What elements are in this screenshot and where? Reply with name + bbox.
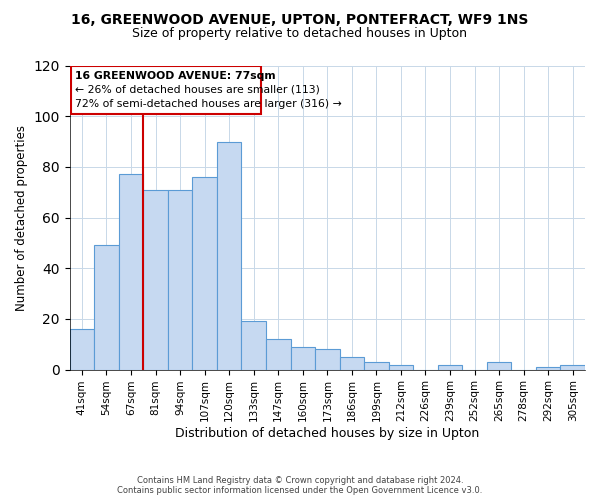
Bar [217,142,241,370]
Bar [241,322,266,370]
Bar [340,357,364,370]
Bar [364,362,389,370]
Text: 16 GREENWOOD AVENUE: 77sqm: 16 GREENWOOD AVENUE: 77sqm [74,70,275,81]
Text: 72% of semi-detached houses are larger (316) →: 72% of semi-detached houses are larger (… [74,98,341,108]
Text: Size of property relative to detached houses in Upton: Size of property relative to detached ho… [133,28,467,40]
Bar [168,190,193,370]
Bar [193,177,217,370]
Text: Contains HM Land Registry data © Crown copyright and database right 2024.
Contai: Contains HM Land Registry data © Crown c… [118,476,482,495]
Bar [266,339,290,370]
Text: ← 26% of detached houses are smaller (113): ← 26% of detached houses are smaller (11… [74,84,319,94]
Bar [290,347,315,370]
Bar [536,367,560,370]
Bar [438,364,462,370]
Bar [315,350,340,370]
X-axis label: Distribution of detached houses by size in Upton: Distribution of detached houses by size … [175,427,479,440]
Bar [143,190,168,370]
Bar [560,364,585,370]
Y-axis label: Number of detached properties: Number of detached properties [15,124,28,310]
Bar [487,362,511,370]
Text: 16, GREENWOOD AVENUE, UPTON, PONTEFRACT, WF9 1NS: 16, GREENWOOD AVENUE, UPTON, PONTEFRACT,… [71,12,529,26]
Bar [389,364,413,370]
Bar [70,329,94,370]
Bar [119,174,143,370]
FancyBboxPatch shape [71,66,261,114]
Bar [94,246,119,370]
